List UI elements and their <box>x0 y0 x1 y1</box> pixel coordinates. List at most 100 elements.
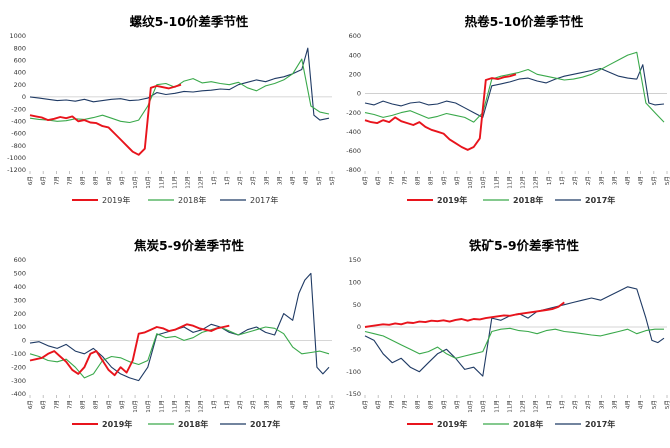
x-tick-label: 3月 <box>598 176 605 185</box>
x-tick-label: 1月 <box>224 400 231 409</box>
y-tick-label: 400 <box>14 283 26 291</box>
x-tick-label: 11月 <box>158 400 165 413</box>
y-tick-label: -800 <box>11 142 26 150</box>
legend-label: 2018年 <box>178 419 208 429</box>
x-tick-label: 2月 <box>250 400 257 409</box>
x-tick-label: 7月 <box>66 176 73 185</box>
x-tick-label: 9月 <box>441 400 448 409</box>
y-tick-label: 500 <box>14 270 26 278</box>
x-tick-label: 4月 <box>303 176 310 185</box>
x-tick-label: 2月 <box>237 176 244 185</box>
series-line-2017年 <box>364 64 665 118</box>
y-tick-label: -200 <box>346 109 361 117</box>
chart-title: 铁矿5-9价差季节性 <box>469 238 580 253</box>
y-tick-label: -1000 <box>7 154 26 162</box>
x-tick-label: 11月 <box>506 400 513 413</box>
y-tick-label: -600 <box>11 130 26 138</box>
x-tick-label: 10月 <box>467 400 474 413</box>
series-line-2018年 <box>364 327 664 359</box>
x-tick-label: 9月 <box>454 400 461 409</box>
x-tick-label: 8月 <box>93 400 100 409</box>
chart-title: 热卷5-10价差季节性 <box>465 14 584 29</box>
x-tick-label: 12月 <box>533 400 540 413</box>
y-tick-label: 600 <box>14 57 26 65</box>
x-tick-label: 4月 <box>303 400 310 409</box>
x-tick-label: 1月 <box>546 400 553 409</box>
x-tick-label: 12月 <box>185 176 192 189</box>
x-tick-label: 7月 <box>388 400 395 409</box>
x-tick-label: 7月 <box>401 400 408 409</box>
x-tick-label: 10月 <box>467 176 474 189</box>
x-tick-label: 12月 <box>533 176 540 189</box>
x-tick-label: 7月 <box>53 400 60 409</box>
x-tick-label: 5月 <box>664 400 670 409</box>
x-tick-label: 5月 <box>651 400 658 409</box>
series-line-2019年 <box>29 83 182 156</box>
x-tick-label: 10月 <box>480 176 487 189</box>
x-tick-label: 4月 <box>290 176 297 185</box>
x-tick-label: 2月 <box>237 400 244 409</box>
legend-label: 2017年 <box>250 419 280 429</box>
legend-label: 2018年 <box>513 195 543 205</box>
x-tick-label: 11月 <box>493 400 500 413</box>
x-tick-label: 4月 <box>290 400 297 409</box>
x-tick-label: 6月 <box>362 400 369 409</box>
series-line-2018年 <box>29 326 330 379</box>
y-tick-label: 400 <box>14 69 26 77</box>
series-line-2018年 <box>364 51 665 123</box>
x-tick-label: 5月 <box>329 176 335 185</box>
y-tick-label: 0 <box>357 90 361 98</box>
x-tick-label: 6月 <box>362 176 369 185</box>
series-line-2018年 <box>29 58 330 124</box>
series-line-2017年 <box>29 47 330 121</box>
x-tick-label: 9月 <box>119 176 126 185</box>
x-tick-label: 6月 <box>375 400 382 409</box>
chart-svg: 焦炭5-9价差季节性 600 500 400 300 200 100 0 -100 -200 -30… <box>11 238 335 429</box>
x-tick-label: 10月 <box>480 400 487 413</box>
x-tick-label: 2月 <box>572 400 579 409</box>
x-tick-label: 9月 <box>441 176 448 185</box>
legend-label: 2017年 <box>585 419 615 429</box>
x-tick-label: 9月 <box>119 400 126 409</box>
y-tick-label: 1000 <box>9 32 26 40</box>
x-tick-label: 8月 <box>415 176 422 185</box>
legend-label: 2019年 <box>102 195 130 205</box>
y-tick-label: -400 <box>11 390 26 398</box>
x-tick-label: 8月 <box>80 176 87 185</box>
x-tick-label: 9月 <box>106 176 113 185</box>
y-tick-label: -1200 <box>7 166 26 174</box>
y-tick-label: 0 <box>22 93 26 101</box>
x-tick-label: 1月 <box>224 176 231 185</box>
y-tick-label: 100 <box>349 279 361 287</box>
y-tick-label: -100 <box>346 368 361 376</box>
legend-label: 2019年 <box>437 195 467 205</box>
x-tick-label: 3月 <box>263 400 270 409</box>
x-tick-label: 12月 <box>198 400 205 413</box>
series-line-2017年 <box>29 272 330 382</box>
y-tick-label: 200 <box>349 70 361 78</box>
y-tick-label: 50 <box>353 301 361 309</box>
x-tick-label: 10月 <box>145 176 152 189</box>
x-tick-label: 3月 <box>276 176 283 185</box>
legend-label: 2019年 <box>437 419 467 429</box>
legend-label: 2017年 <box>585 195 615 205</box>
x-tick-label: 4月 <box>638 176 645 185</box>
x-tick-label: 5月 <box>329 400 335 409</box>
x-tick-label: 9月 <box>106 400 113 409</box>
chart-coke: 焦炭5-9价差季节性 600 500 400 300 200 100 0 -100 -200 -30… <box>0 224 335 448</box>
x-tick-label: 1月 <box>211 176 218 185</box>
y-tick-label: 600 <box>349 32 361 40</box>
x-tick-label: 8月 <box>93 176 100 185</box>
x-tick-label: 4月 <box>638 400 645 409</box>
x-tick-label: 1月 <box>546 176 553 185</box>
x-tick-label: 8月 <box>428 176 435 185</box>
y-tick-label: -400 <box>11 117 26 125</box>
y-tick-label: 200 <box>14 310 26 318</box>
x-tick-label: 12月 <box>520 176 527 189</box>
x-tick-label: 10月 <box>132 400 139 413</box>
x-tick-label: 3月 <box>611 400 618 409</box>
x-tick-label: 7月 <box>401 176 408 185</box>
x-tick-label: 6月 <box>27 176 34 185</box>
x-tick-label: 11月 <box>158 176 165 189</box>
